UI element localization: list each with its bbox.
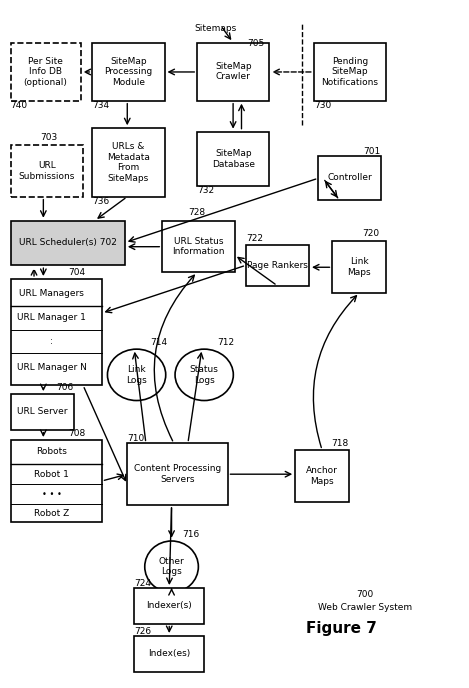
Text: 734: 734 (92, 100, 109, 110)
FancyBboxPatch shape (92, 43, 165, 100)
Text: Robot 1: Robot 1 (34, 470, 69, 479)
Text: 722: 722 (246, 234, 263, 243)
Text: Controller: Controller (327, 173, 372, 182)
Text: URL Status
Information: URL Status Information (172, 237, 225, 256)
Text: Link
Maps: Link Maps (348, 257, 371, 277)
Text: URL Manager 1: URL Manager 1 (17, 314, 86, 323)
Text: 724: 724 (134, 579, 151, 588)
Text: Other
Logs: Other Logs (159, 557, 184, 577)
Text: 728: 728 (189, 208, 206, 217)
Text: Content Processing
Servers: Content Processing Servers (134, 464, 221, 484)
Text: Robot Z: Robot Z (34, 508, 69, 518)
FancyBboxPatch shape (197, 43, 270, 100)
Text: URL Server: URL Server (17, 407, 68, 416)
FancyBboxPatch shape (333, 241, 386, 292)
Text: :: : (50, 336, 53, 346)
FancyBboxPatch shape (92, 128, 165, 197)
Text: Status
Logs: Status Logs (190, 365, 219, 385)
FancyBboxPatch shape (197, 131, 270, 186)
Text: 736: 736 (92, 197, 110, 206)
Text: 701: 701 (363, 147, 380, 155)
Text: 705: 705 (248, 39, 265, 48)
Text: 710: 710 (127, 434, 144, 443)
Text: 712: 712 (217, 338, 234, 347)
Text: 726: 726 (134, 627, 151, 636)
Text: Page Rankers: Page Rankers (247, 261, 308, 270)
Text: URL Manager N: URL Manager N (16, 363, 86, 372)
Text: 740: 740 (11, 100, 28, 110)
Text: Robots: Robots (36, 447, 67, 456)
Text: URL Managers: URL Managers (19, 290, 84, 299)
Text: 703: 703 (40, 133, 57, 142)
Text: 714: 714 (150, 338, 167, 347)
Text: 708: 708 (68, 429, 85, 438)
FancyBboxPatch shape (134, 636, 204, 671)
Text: Pending
SiteMap
Notifications: Pending SiteMap Notifications (321, 56, 378, 87)
Text: SiteMap
Processing
Module: SiteMap Processing Module (104, 56, 152, 87)
FancyBboxPatch shape (162, 221, 234, 272)
Text: SiteMap
Crawler: SiteMap Crawler (215, 62, 252, 81)
Text: Per Site
Info DB
(optional): Per Site Info DB (optional) (24, 56, 68, 87)
Text: Sitemaps: Sitemaps (195, 24, 237, 33)
Text: 720: 720 (362, 229, 379, 238)
Text: • • •: • • • (42, 490, 61, 499)
Text: 730: 730 (314, 100, 331, 110)
Ellipse shape (145, 541, 198, 592)
Ellipse shape (175, 349, 234, 400)
FancyBboxPatch shape (318, 155, 381, 200)
Text: URL Scheduler(s) 702: URL Scheduler(s) 702 (19, 239, 117, 248)
Text: 732: 732 (197, 186, 214, 195)
Text: 716: 716 (182, 530, 199, 539)
FancyBboxPatch shape (11, 394, 74, 429)
Text: 700: 700 (356, 590, 374, 599)
Text: 718: 718 (332, 439, 349, 448)
FancyBboxPatch shape (11, 221, 125, 265)
Text: 706: 706 (56, 383, 74, 392)
Text: Index(es): Index(es) (148, 649, 190, 658)
Text: SiteMap
Database: SiteMap Database (212, 149, 255, 169)
Text: URLs &
Metadata
From
SiteMaps: URLs & Metadata From SiteMaps (107, 142, 150, 182)
Text: Web Crawler System: Web Crawler System (318, 603, 412, 612)
FancyBboxPatch shape (314, 43, 386, 100)
FancyBboxPatch shape (11, 440, 102, 522)
Text: Link
Logs: Link Logs (126, 365, 147, 385)
Text: Anchor
Maps: Anchor Maps (306, 466, 338, 486)
FancyBboxPatch shape (127, 443, 227, 505)
Text: Indexer(s): Indexer(s) (146, 601, 192, 610)
FancyBboxPatch shape (295, 450, 349, 502)
FancyBboxPatch shape (11, 145, 83, 197)
Ellipse shape (107, 349, 166, 400)
Text: Figure 7: Figure 7 (306, 621, 377, 636)
FancyBboxPatch shape (134, 588, 204, 623)
FancyBboxPatch shape (11, 43, 81, 100)
Text: 704: 704 (68, 268, 85, 277)
Text: URL
Submissions: URL Submissions (19, 161, 75, 181)
FancyBboxPatch shape (11, 279, 102, 385)
FancyBboxPatch shape (246, 245, 309, 286)
